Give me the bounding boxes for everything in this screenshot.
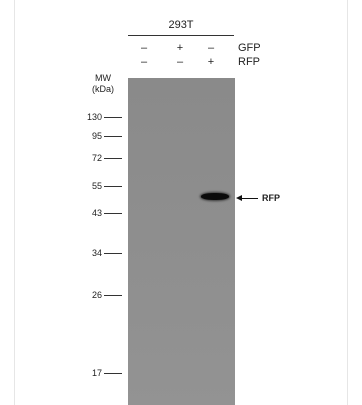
cell-line-label: 293T xyxy=(168,19,194,31)
band-label: RFP xyxy=(262,193,280,203)
mw-marker-72: 72 xyxy=(91,153,102,163)
cell-line-underline xyxy=(128,35,234,36)
band-arrow-shaft xyxy=(240,198,258,199)
rfp-band xyxy=(201,193,229,200)
gfp-lane-1-sign: – xyxy=(140,42,148,54)
left-arrow-icon xyxy=(236,195,242,201)
frame-border-right xyxy=(347,0,348,405)
mw-marker-55: 55 xyxy=(91,181,102,191)
rfp-lane-1-sign: – xyxy=(140,56,148,68)
western-blot-membrane xyxy=(128,78,235,405)
mw-tick-95 xyxy=(104,136,122,137)
mw-tick-55 xyxy=(104,186,122,187)
rfp-lane-3-sign: + xyxy=(207,56,215,68)
mw-marker-130: 130 xyxy=(86,112,102,122)
mw-marker-43: 43 xyxy=(91,208,102,218)
gfp-row-label: GFP xyxy=(238,42,261,54)
rfp-row-label: RFP xyxy=(238,56,260,68)
gfp-lane-2-sign: + xyxy=(176,42,184,54)
mw-marker-26: 26 xyxy=(91,290,102,300)
mw-tick-26 xyxy=(104,295,122,296)
mw-tick-130 xyxy=(104,117,122,118)
mw-tick-17 xyxy=(104,373,122,374)
mw-header: MW (kDa) xyxy=(88,73,118,95)
mw-header-line2: (kDa) xyxy=(92,84,114,94)
mw-marker-34: 34 xyxy=(91,248,102,258)
frame-border-left xyxy=(14,0,15,405)
mw-marker-17: 17 xyxy=(91,368,102,378)
mw-tick-72 xyxy=(104,158,122,159)
gfp-lane-3-sign: – xyxy=(207,42,215,54)
mw-header-line1: MW xyxy=(95,73,111,83)
mw-tick-34 xyxy=(104,253,122,254)
mw-marker-95: 95 xyxy=(91,131,102,141)
rfp-lane-2-sign: – xyxy=(176,56,184,68)
mw-tick-43 xyxy=(104,213,122,214)
